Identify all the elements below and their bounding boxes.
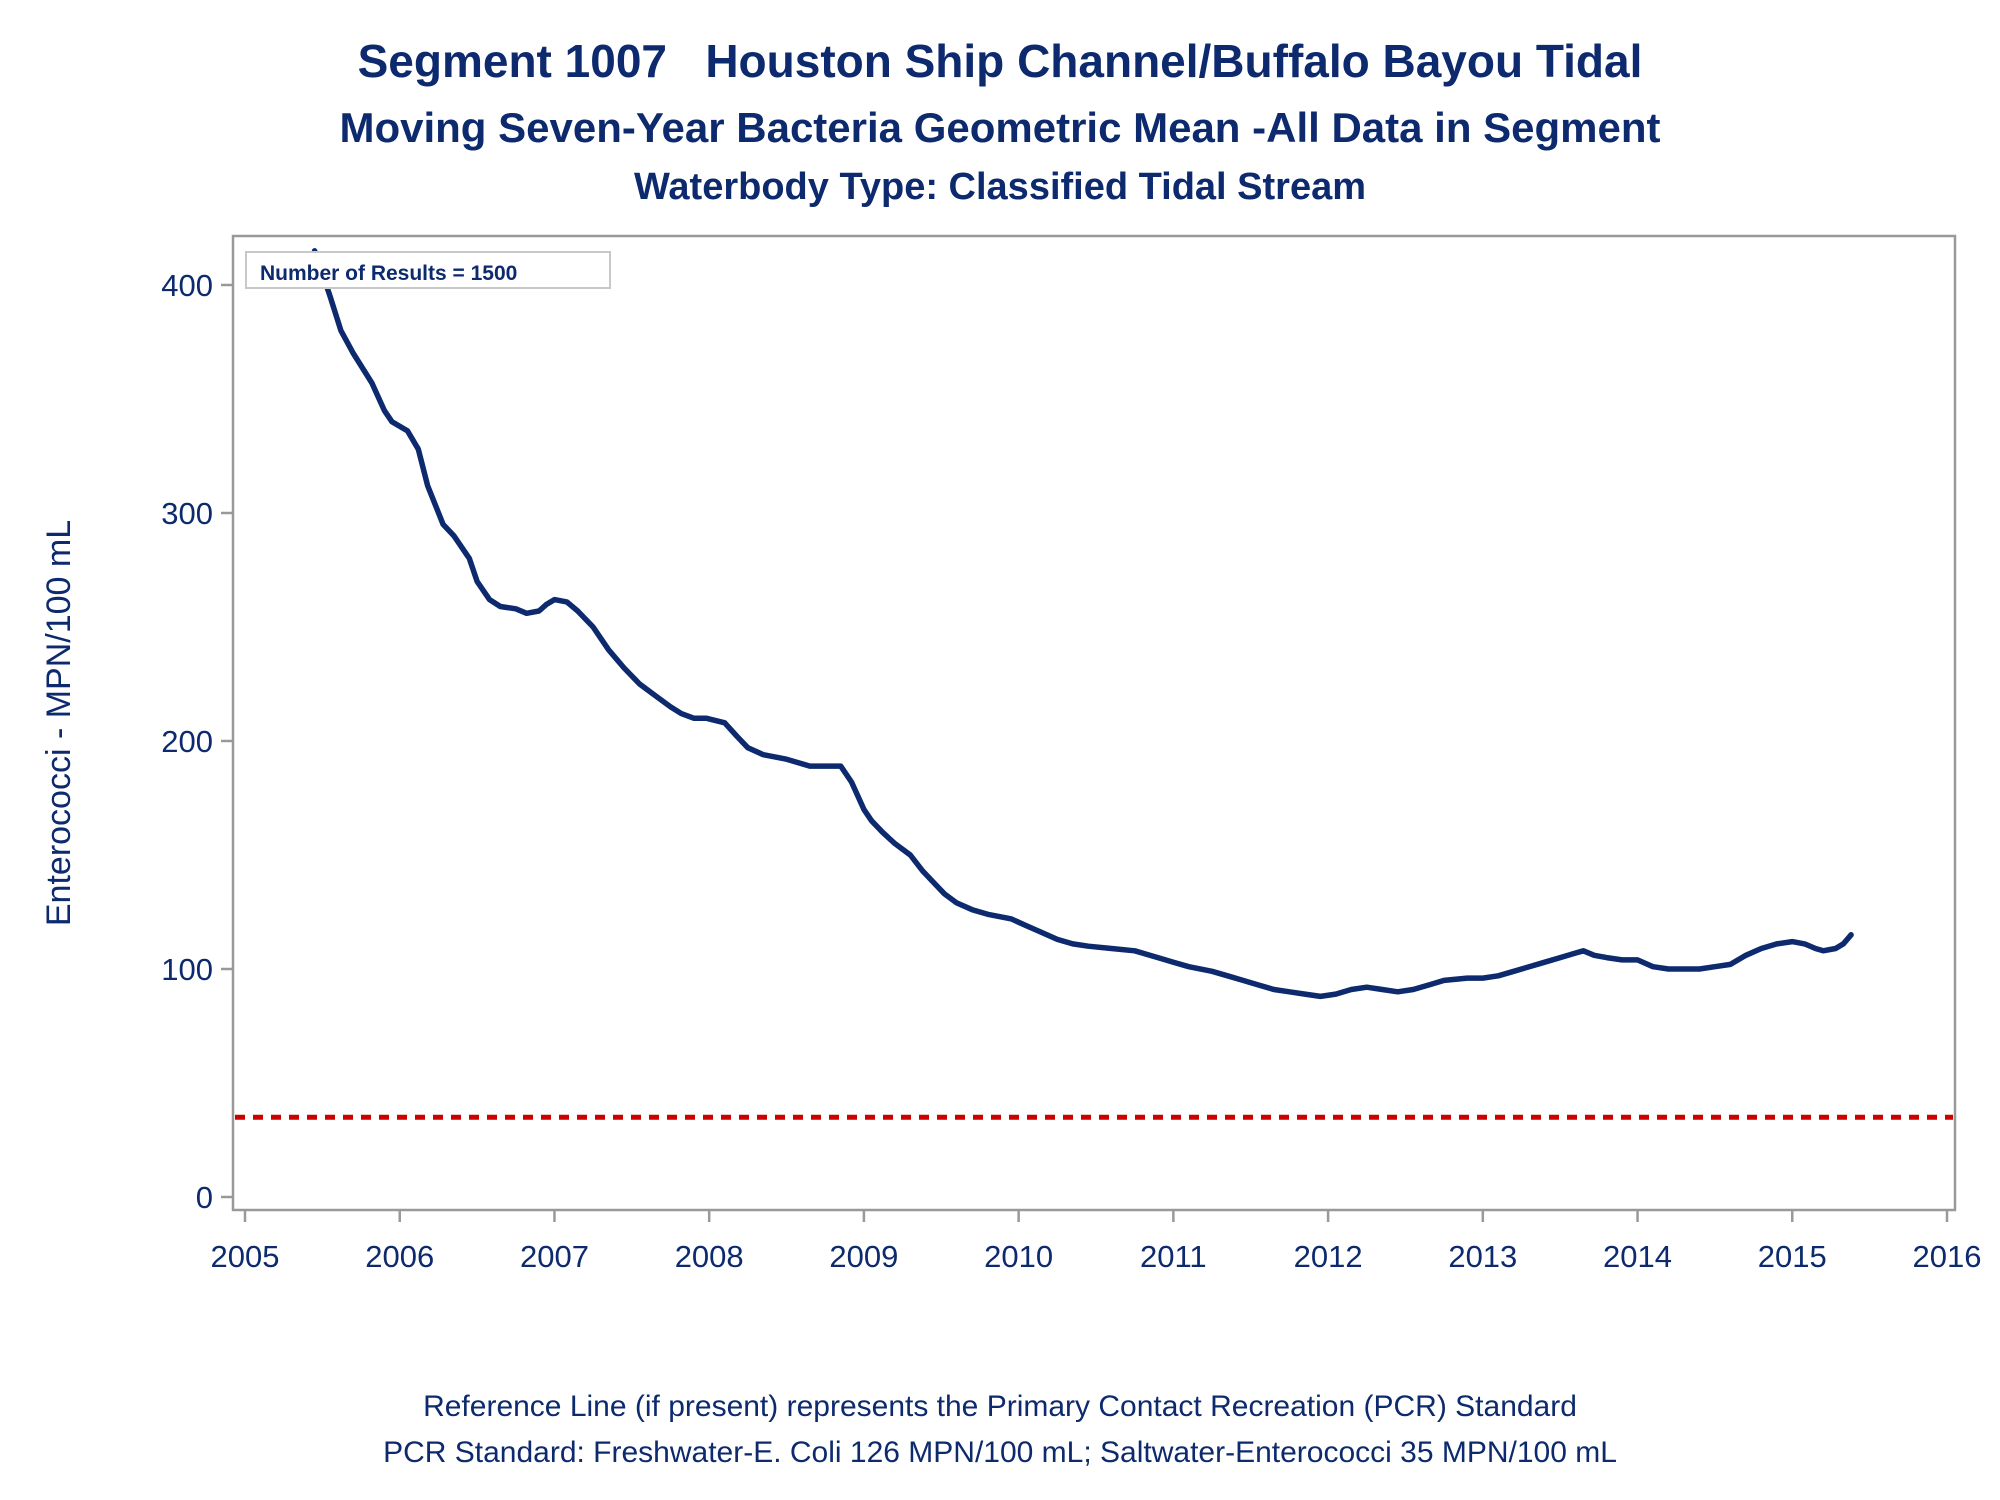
- y-tick-label: 400: [161, 268, 213, 303]
- geometric-mean-line: [311, 248, 1854, 1000]
- y-axis: 0 100 200 300 400: [161, 268, 233, 1215]
- y-tick-label: 200: [161, 724, 213, 759]
- x-tick-label: 2016: [1913, 1239, 1982, 1274]
- x-axis: 2005 2006 2007 2008 2009 2010 2011 2012 2013 2014…: [211, 1210, 1982, 1274]
- footnote-pcr-standard: PCR Standard: Freshwater-E. Coli 126 MPN…: [383, 1436, 1617, 1469]
- y-axis-label: Enterococci - MPN/100 mL: [40, 520, 78, 926]
- y-tick-label: 100: [161, 952, 213, 987]
- results-count-box: Number of Results = 1500: [245, 251, 611, 289]
- x-tick-label: 2010: [984, 1239, 1053, 1274]
- x-tick-label: 2014: [1603, 1239, 1672, 1274]
- x-tick-label: 2011: [1140, 1239, 1207, 1274]
- plot-frame: [231, 234, 1957, 1212]
- x-tick-label: 2008: [675, 1239, 744, 1274]
- chart-title: Segment 1007 Houston Ship Channel/Buffal…: [357, 35, 1643, 87]
- x-tick-label: 2005: [211, 1239, 280, 1274]
- x-tick-label: 2009: [829, 1239, 898, 1274]
- x-tick-label: 2015: [1758, 1239, 1827, 1274]
- y-tick-label: 300: [161, 496, 213, 531]
- chart-waterbody-type: Waterbody Type: Classified Tidal Stream: [633, 166, 1367, 208]
- chart-subtitle: Moving Seven-Year Bacteria Geometric Mea…: [339, 104, 1661, 151]
- y-tick-label: 0: [196, 1180, 213, 1215]
- results-count-text: Number of Results = 1500: [260, 262, 517, 285]
- footnote-reference: Reference Line (if present) represents t…: [423, 1390, 1577, 1423]
- x-tick-label: 2013: [1448, 1239, 1517, 1274]
- x-tick-label: 2006: [365, 1239, 434, 1274]
- x-tick-label: 2007: [520, 1239, 589, 1274]
- x-tick-label: 2012: [1294, 1239, 1363, 1274]
